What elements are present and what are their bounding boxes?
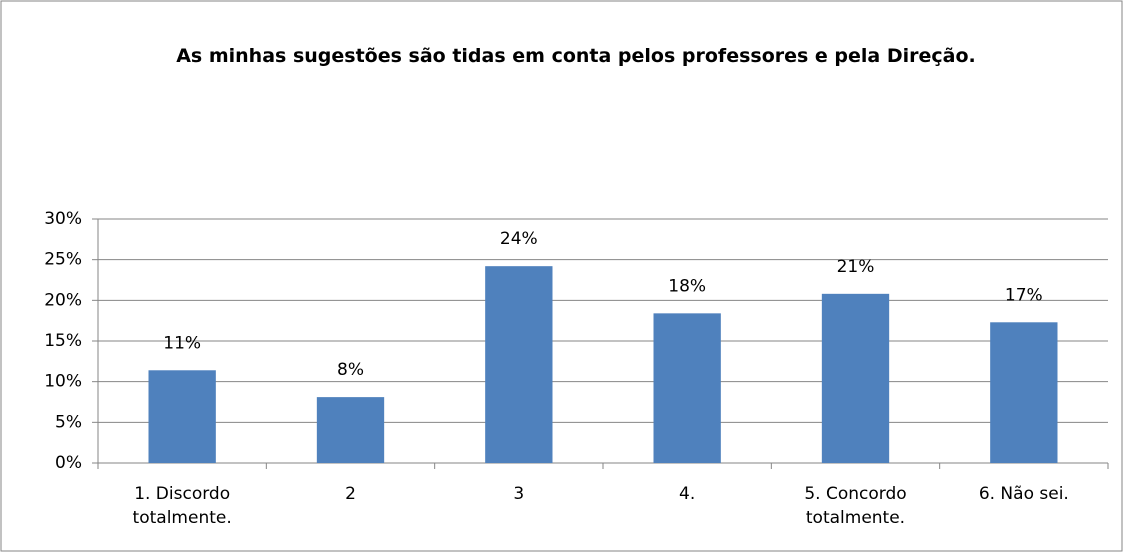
x-tick-label: 4.	[679, 484, 696, 504]
bar	[316, 397, 385, 463]
data-label: 11%	[163, 333, 201, 353]
y-tick-label: 5%	[55, 412, 82, 432]
x-tick-label: 6. Não sei.	[978, 484, 1069, 504]
bar	[653, 313, 721, 463]
data-label: 8%	[337, 360, 364, 380]
bar	[148, 370, 216, 463]
data-label: 17%	[1005, 285, 1043, 305]
y-tick-label: 30%	[44, 209, 82, 229]
y-tick-label: 20%	[44, 290, 82, 310]
y-tick-label: 10%	[44, 372, 82, 392]
chart-title: As minhas sugestões são tidas em conta p…	[176, 45, 976, 67]
data-label: 18%	[668, 276, 706, 296]
bar	[821, 293, 890, 463]
y-tick-label: 25%	[44, 250, 82, 270]
y-tick-label: 0%	[55, 453, 82, 473]
y-tick-label: 15%	[44, 331, 82, 351]
x-tick-label: 1. Discordo totalmente.	[132, 484, 232, 528]
x-tick-label: 3	[513, 484, 525, 504]
data-label: 24%	[500, 229, 538, 249]
x-tick-label: 5. Concordo totalmente.	[804, 484, 907, 528]
data-label: 21%	[837, 257, 875, 277]
bar	[990, 322, 1058, 463]
bar	[485, 266, 553, 463]
x-tick-label: 2	[345, 484, 356, 504]
